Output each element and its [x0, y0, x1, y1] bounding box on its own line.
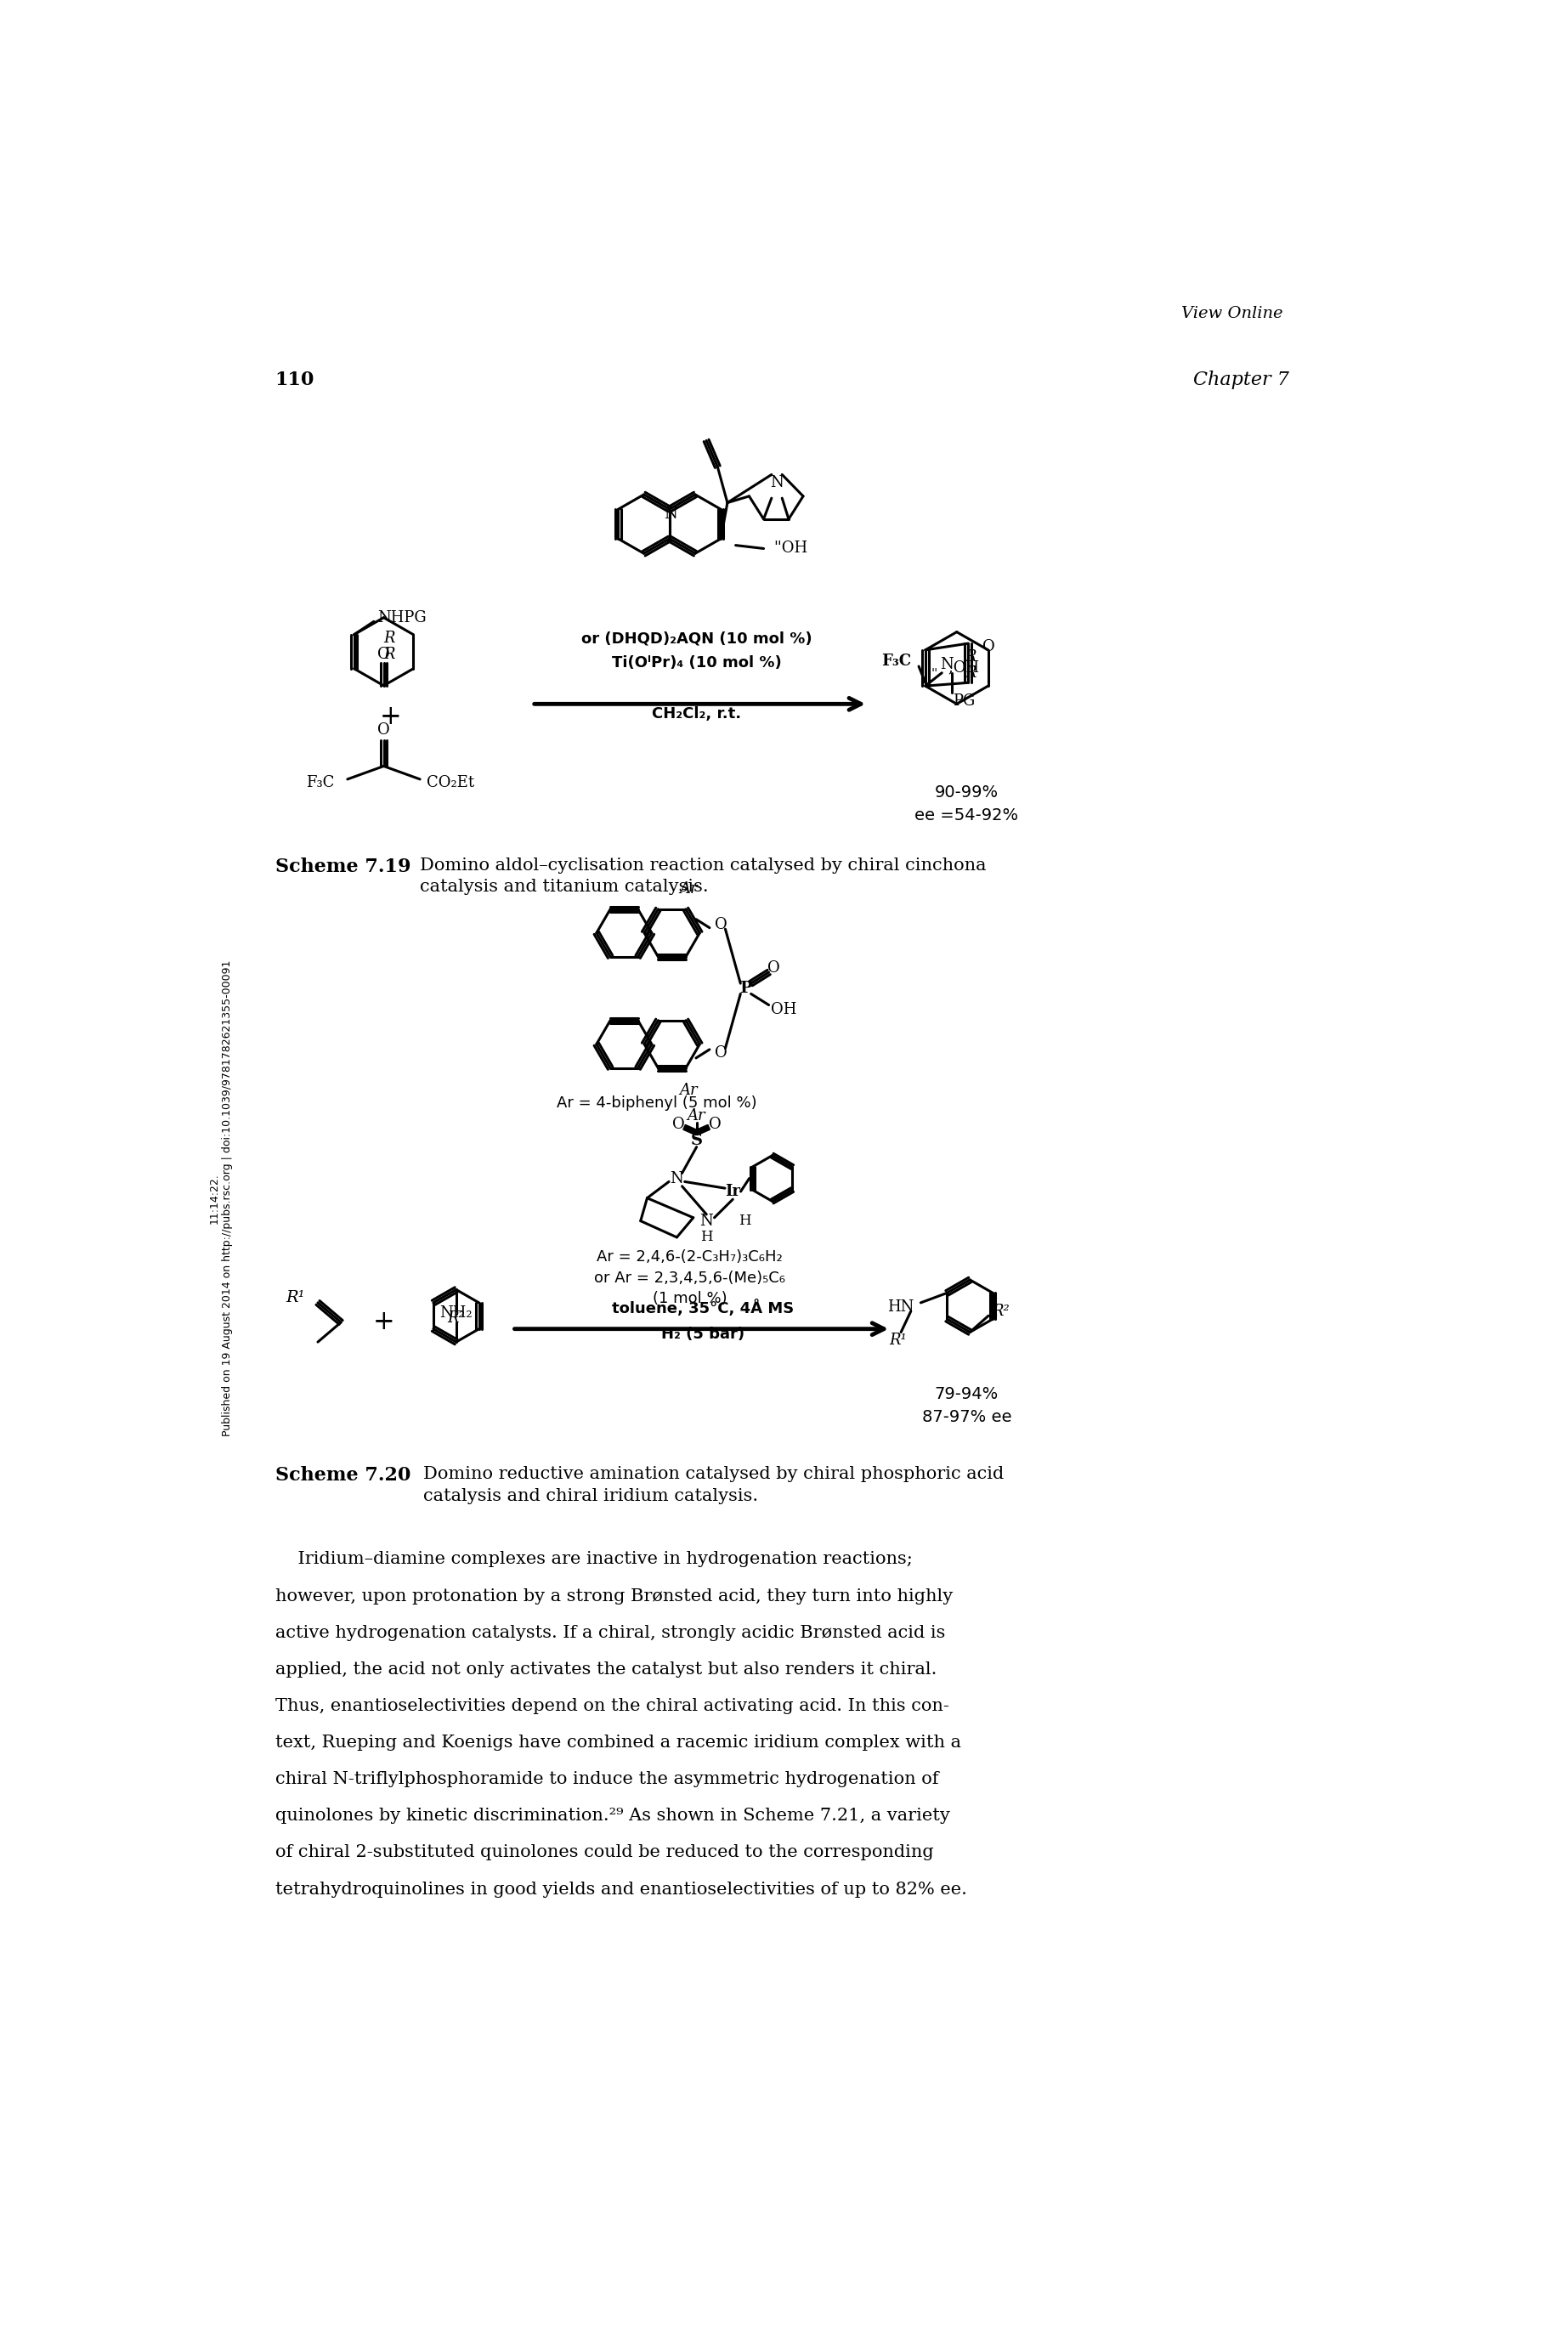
Text: 79-94%: 79-94%: [935, 1386, 999, 1402]
Text: N: N: [670, 1170, 684, 1186]
Text: N: N: [770, 474, 784, 491]
Text: +: +: [373, 1308, 395, 1337]
Text: Domino reductive amination catalysed by chiral phosphoric acid: Domino reductive amination catalysed by …: [423, 1466, 1004, 1482]
Text: ,​OH: ,​OH: [949, 660, 978, 674]
Text: '': '': [931, 667, 938, 681]
Text: O: O: [378, 646, 390, 662]
Text: S: S: [690, 1132, 702, 1149]
Text: Ar: Ar: [679, 1083, 698, 1097]
Text: Iridium–diamine complexes are inactive in hydrogenation reactions;: Iridium–diamine complexes are inactive i…: [274, 1550, 913, 1567]
Text: View Online: View Online: [1181, 305, 1283, 322]
Text: quinolones by kinetic discrimination.²⁹ As shown in Scheme 7.21, a variety: quinolones by kinetic discrimination.²⁹ …: [274, 1809, 950, 1825]
Text: of chiral 2-substituted quinolones could be reduced to the corresponding: of chiral 2-substituted quinolones could…: [274, 1844, 933, 1860]
Text: O: O: [671, 1118, 684, 1132]
Text: O: O: [767, 961, 779, 975]
Text: H₂ (5 bar): H₂ (5 bar): [662, 1327, 745, 1341]
Text: O: O: [983, 639, 996, 655]
Text: CO₂Et: CO₂Et: [426, 775, 474, 789]
Text: R: R: [384, 630, 395, 646]
Text: N: N: [699, 1214, 713, 1229]
Text: N: N: [665, 507, 677, 521]
Text: HN: HN: [887, 1299, 914, 1315]
Text: F₃C: F₃C: [881, 653, 911, 669]
Text: CH₂Cl₂, r.t.: CH₂Cl₂, r.t.: [652, 707, 742, 721]
Text: tetrahydroquinolines in good yields and enantioselectivities of up to 82% ee.: tetrahydroquinolines in good yields and …: [274, 1882, 967, 1898]
Text: +: +: [379, 705, 401, 731]
Text: or Ar = 2,3,4,5,6-(Me)₅C₆: or Ar = 2,3,4,5,6-(Me)₅C₆: [594, 1271, 786, 1285]
Text: Domino aldol–cyclisation reaction catalysed by chiral cinchona: Domino aldol–cyclisation reaction cataly…: [420, 857, 986, 874]
Text: text, Rueping and Koenigs have combined a racemic iridium complex with a: text, Rueping and Koenigs have combined …: [274, 1734, 961, 1750]
Text: or (DHQD)₂AQN (10 mol %): or (DHQD)₂AQN (10 mol %): [582, 632, 812, 646]
Text: Thus, enantioselectivities depend on the chiral activating acid. In this con-: Thus, enantioselectivities depend on the…: [274, 1698, 949, 1715]
Text: (1 mol %): (1 mol %): [652, 1292, 728, 1306]
Text: Ti(OᴵPr)₄ (10 mol %): Ti(OᴵPr)₄ (10 mol %): [612, 655, 781, 669]
Text: ''OH: ''OH: [773, 540, 808, 557]
Text: R¹: R¹: [285, 1290, 304, 1306]
Text: R²: R²: [991, 1304, 1010, 1318]
Text: N: N: [939, 658, 953, 672]
Text: R²: R²: [447, 1311, 466, 1327]
Text: toluene, 35°C, 4Å MS: toluene, 35°C, 4Å MS: [612, 1299, 795, 1315]
Text: H: H: [701, 1231, 713, 1245]
Text: active hydrogenation catalysts. If a chiral, strongly acidic Brønsted acid is: active hydrogenation catalysts. If a chi…: [274, 1626, 946, 1642]
Text: 90-99%: 90-99%: [935, 785, 999, 801]
Text: Chapter 7: Chapter 7: [1193, 371, 1289, 390]
Text: R: R: [964, 665, 977, 681]
Text: ee =54-92%: ee =54-92%: [914, 808, 1019, 822]
Text: PG: PG: [953, 693, 975, 709]
Text: F₃C: F₃C: [306, 775, 334, 789]
Text: applied, the acid not only activates the catalyst but also renders it chiral.: applied, the acid not only activates the…: [274, 1661, 936, 1677]
Text: O: O: [715, 1045, 728, 1059]
Text: Ir: Ir: [724, 1184, 740, 1198]
Text: H: H: [739, 1214, 751, 1229]
Text: 87-97% ee: 87-97% ee: [922, 1409, 1011, 1426]
Text: 110: 110: [274, 371, 315, 390]
Text: Ar = 4-biphenyl (5 mol %): Ar = 4-biphenyl (5 mol %): [557, 1095, 757, 1111]
Text: however, upon protonation by a strong Brønsted acid, they turn into highly: however, upon protonation by a strong Br…: [274, 1588, 953, 1604]
Text: catalysis and chiral iridium catalysis.: catalysis and chiral iridium catalysis.: [423, 1487, 759, 1503]
Text: NH₂: NH₂: [439, 1306, 472, 1320]
Text: chiral N-triflylphosphoramide to induce the asymmetric hydrogenation of: chiral N-triflylphosphoramide to induce …: [274, 1771, 938, 1788]
Text: Scheme 7.20: Scheme 7.20: [274, 1466, 411, 1485]
Text: Ar = 2,4,6-(2-C₃H₇)₃C₆H₂: Ar = 2,4,6-(2-C₃H₇)₃C₆H₂: [597, 1250, 782, 1264]
Text: R: R: [964, 648, 977, 665]
Text: Ar: Ar: [687, 1109, 706, 1123]
Text: Ar: Ar: [679, 881, 698, 897]
Text: R¹: R¹: [889, 1332, 906, 1348]
Text: R: R: [384, 646, 395, 662]
Text: catalysis and titanium catalysis.: catalysis and titanium catalysis.: [420, 879, 709, 895]
Text: O: O: [709, 1118, 721, 1132]
Text: Scheme 7.19: Scheme 7.19: [274, 857, 411, 876]
Text: O: O: [715, 916, 728, 933]
Text: OH: OH: [771, 1003, 797, 1017]
Text: P: P: [740, 982, 753, 996]
Text: NHPG: NHPG: [378, 611, 426, 625]
Text: O: O: [378, 723, 390, 738]
Text: 11:14:22.
Published on 19 August 2014 on http://pubs.rsc.org | doi:10.1039/97817: 11:14:22. Published on 19 August 2014 on…: [209, 961, 234, 1435]
